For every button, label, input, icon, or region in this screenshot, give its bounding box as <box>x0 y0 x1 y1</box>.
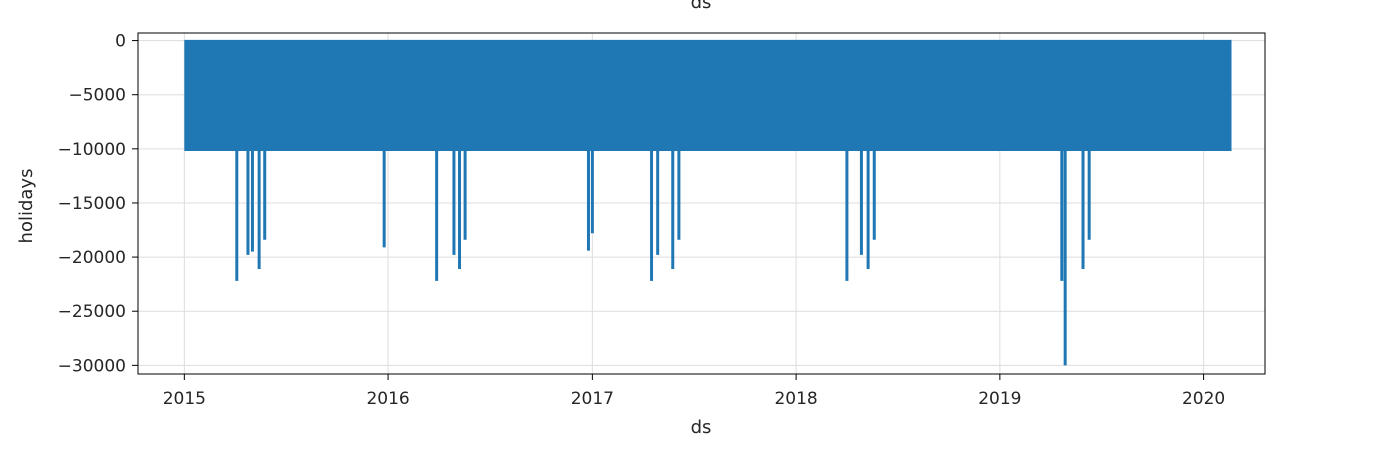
series-dense-band <box>184 40 1232 151</box>
top-axis-label: ds <box>691 0 712 13</box>
y-tick-label: −30000 <box>58 356 126 376</box>
y-tick-label: 0 <box>115 32 126 52</box>
x-tick-label: 2015 <box>163 389 206 409</box>
x-tick-label: 2018 <box>774 389 817 409</box>
x-tick-label: 2019 <box>978 389 1021 409</box>
y-axis-label: holidays <box>16 169 37 244</box>
x-axis-label: ds <box>691 417 712 438</box>
y-tick-label: −5000 <box>68 86 126 106</box>
y-tick-label: −10000 <box>58 140 126 160</box>
series-holidays <box>184 39 1232 366</box>
x-axis-ticks: 2015 2016 2017 2018 2019 2020 <box>163 374 1225 409</box>
y-tick-label: −25000 <box>58 302 126 322</box>
y-tick-label: −20000 <box>58 248 126 268</box>
plot-area <box>137 32 1266 375</box>
y-tick-label: −15000 <box>58 194 126 214</box>
x-tick-label: 2017 <box>571 389 614 409</box>
y-axis-ticks: 0 −5000 −10000 −15000 −20000 −25000 −30000 <box>58 32 138 376</box>
x-tick-label: 2016 <box>366 389 409 409</box>
x-tick-label: 2020 <box>1182 389 1225 409</box>
